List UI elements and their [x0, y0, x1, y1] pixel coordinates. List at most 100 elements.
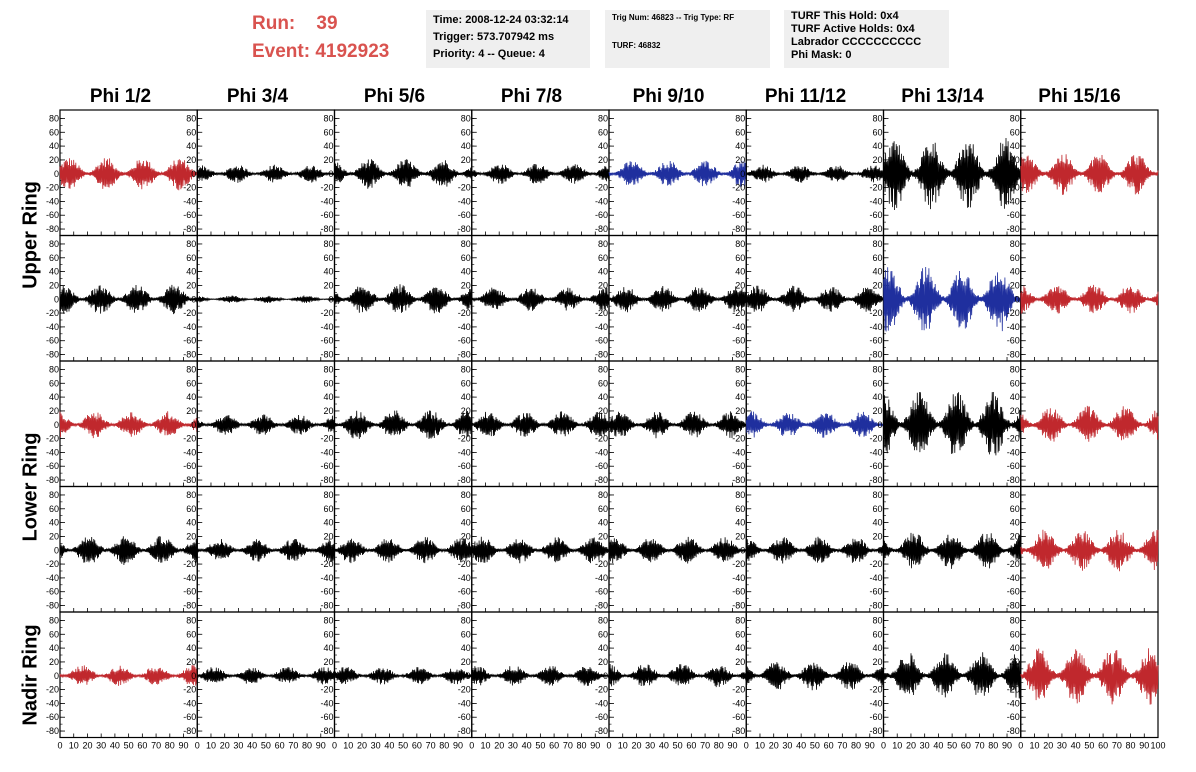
x-tick-label: 90 — [179, 741, 189, 751]
y-tick-label: 0 — [466, 294, 471, 304]
y-tick-label: 80 — [735, 113, 745, 123]
y-tick-label: 80 — [872, 239, 882, 249]
y-tick-label: 0 — [54, 294, 59, 304]
y-tick-label: 60 — [49, 253, 59, 263]
column-header-phi-13-14: Phi 13/14 — [901, 86, 984, 107]
y-tick-label: -40 — [183, 322, 196, 332]
y-tick-label: 40 — [872, 267, 882, 277]
x-tick-label: 40 — [110, 741, 120, 751]
y-tick-label: 80 — [735, 364, 745, 374]
x-tick-label: 10 — [343, 741, 353, 751]
y-tick-label: -40 — [595, 573, 608, 583]
y-tick-label: -40 — [458, 196, 471, 206]
y-tick-label: 80 — [1010, 239, 1020, 249]
x-tick-label: 40 — [247, 741, 257, 751]
y-tick-label: 40 — [461, 392, 471, 402]
y-tick-label: 0 — [54, 169, 59, 179]
y-tick-label: 0 — [191, 169, 196, 179]
y-tick-label: 20 — [598, 657, 608, 667]
waveform-trace — [196, 164, 335, 183]
y-tick-label: 20 — [323, 657, 333, 667]
y-tick-label: 80 — [872, 113, 882, 123]
x-tick-label: 90 — [316, 741, 326, 751]
y-tick-label: 20 — [735, 657, 745, 667]
column-header-phi-1-2: Phi 1/2 — [89, 86, 152, 107]
y-tick-label: -20 — [732, 434, 745, 444]
y-tick-label: -60 — [1007, 336, 1020, 346]
y-tick-label: 40 — [1010, 643, 1020, 653]
x-tick-label: 90 — [865, 741, 875, 751]
x-tick-label: 10 — [69, 741, 79, 751]
y-tick-label: -60 — [869, 461, 882, 471]
x-tick-label: 50 — [124, 741, 134, 751]
x-tick-label: 60 — [412, 741, 422, 751]
y-tick-label: 20 — [1010, 657, 1020, 667]
y-tick-label: 0 — [740, 169, 745, 179]
waveform-trace — [1020, 529, 1159, 572]
y-tick-label: 40 — [49, 392, 59, 402]
y-tick-label: 40 — [598, 518, 608, 528]
y-tick-label: 20 — [598, 406, 608, 416]
y-tick-label: 80 — [1010, 113, 1020, 123]
y-tick-label: 40 — [49, 141, 59, 151]
y-tick-label: -80 — [183, 475, 196, 485]
y-tick-label: 0 — [877, 169, 882, 179]
y-tick-label: 40 — [735, 141, 745, 151]
x-tick-label: 30 — [1057, 741, 1067, 751]
y-tick-label: 60 — [598, 629, 608, 639]
y-tick-label: 40 — [323, 643, 333, 653]
y-tick-label: -20 — [732, 183, 745, 193]
x-tick-label: 0 — [195, 741, 200, 751]
y-tick-label: 20 — [598, 155, 608, 165]
y-tick-label: -60 — [46, 712, 59, 722]
y-tick-label: 40 — [1010, 141, 1020, 151]
y-tick-label: 80 — [735, 490, 745, 500]
y-tick-label: -60 — [183, 461, 196, 471]
x-tick-label: 20 — [769, 741, 779, 751]
y-tick-label: -40 — [1007, 196, 1020, 206]
y-tick-label: -20 — [183, 308, 196, 318]
y-tick-label: 20 — [1010, 531, 1020, 541]
waveform-trace — [471, 666, 610, 686]
y-tick-label: 0 — [603, 169, 608, 179]
x-tick-label: 20 — [631, 741, 641, 751]
y-tick-label: -80 — [458, 726, 471, 736]
waveform-trace — [883, 532, 1022, 569]
y-tick-label: -40 — [458, 573, 471, 583]
y-tick-label: 80 — [598, 239, 608, 249]
y-tick-label: -80 — [732, 224, 745, 234]
y-tick-label: 0 — [877, 294, 882, 304]
y-tick-label: 40 — [186, 643, 196, 653]
y-tick-label: -60 — [869, 336, 882, 346]
y-tick-label: 60 — [461, 629, 471, 639]
waveform-trace — [883, 391, 1022, 456]
y-tick-label: 0 — [1015, 420, 1020, 430]
y-tick-label: 60 — [186, 127, 196, 137]
x-tick-label: 60 — [137, 741, 147, 751]
y-tick-label: -20 — [320, 308, 333, 318]
x-tick-label: 60 — [549, 741, 559, 751]
y-tick-label: -60 — [1007, 712, 1020, 722]
waveform-trace — [471, 536, 610, 564]
y-tick-label: -40 — [732, 322, 745, 332]
y-tick-label: -80 — [320, 224, 333, 234]
x-tick-label: 70 — [1112, 741, 1122, 751]
y-tick-label: 80 — [461, 490, 471, 500]
y-tick-label: 0 — [191, 671, 196, 681]
y-tick-label: 80 — [598, 615, 608, 625]
y-tick-label: -80 — [183, 726, 196, 736]
waveform-trace — [59, 411, 198, 439]
y-tick-label: 0 — [191, 294, 196, 304]
waveform-trace — [196, 414, 335, 435]
y-tick-label: 40 — [186, 267, 196, 277]
y-tick-label: -20 — [1007, 434, 1020, 444]
y-tick-label: -20 — [1007, 685, 1020, 695]
y-tick-label: -40 — [1007, 573, 1020, 583]
y-tick-label: -60 — [320, 712, 333, 722]
x-tick-label: 10 — [755, 741, 765, 751]
y-tick-label: -40 — [458, 698, 471, 708]
y-tick-label: -40 — [458, 322, 471, 332]
y-tick-label: 20 — [186, 531, 196, 541]
y-tick-label: 0 — [54, 671, 59, 681]
y-tick-label: -40 — [732, 196, 745, 206]
